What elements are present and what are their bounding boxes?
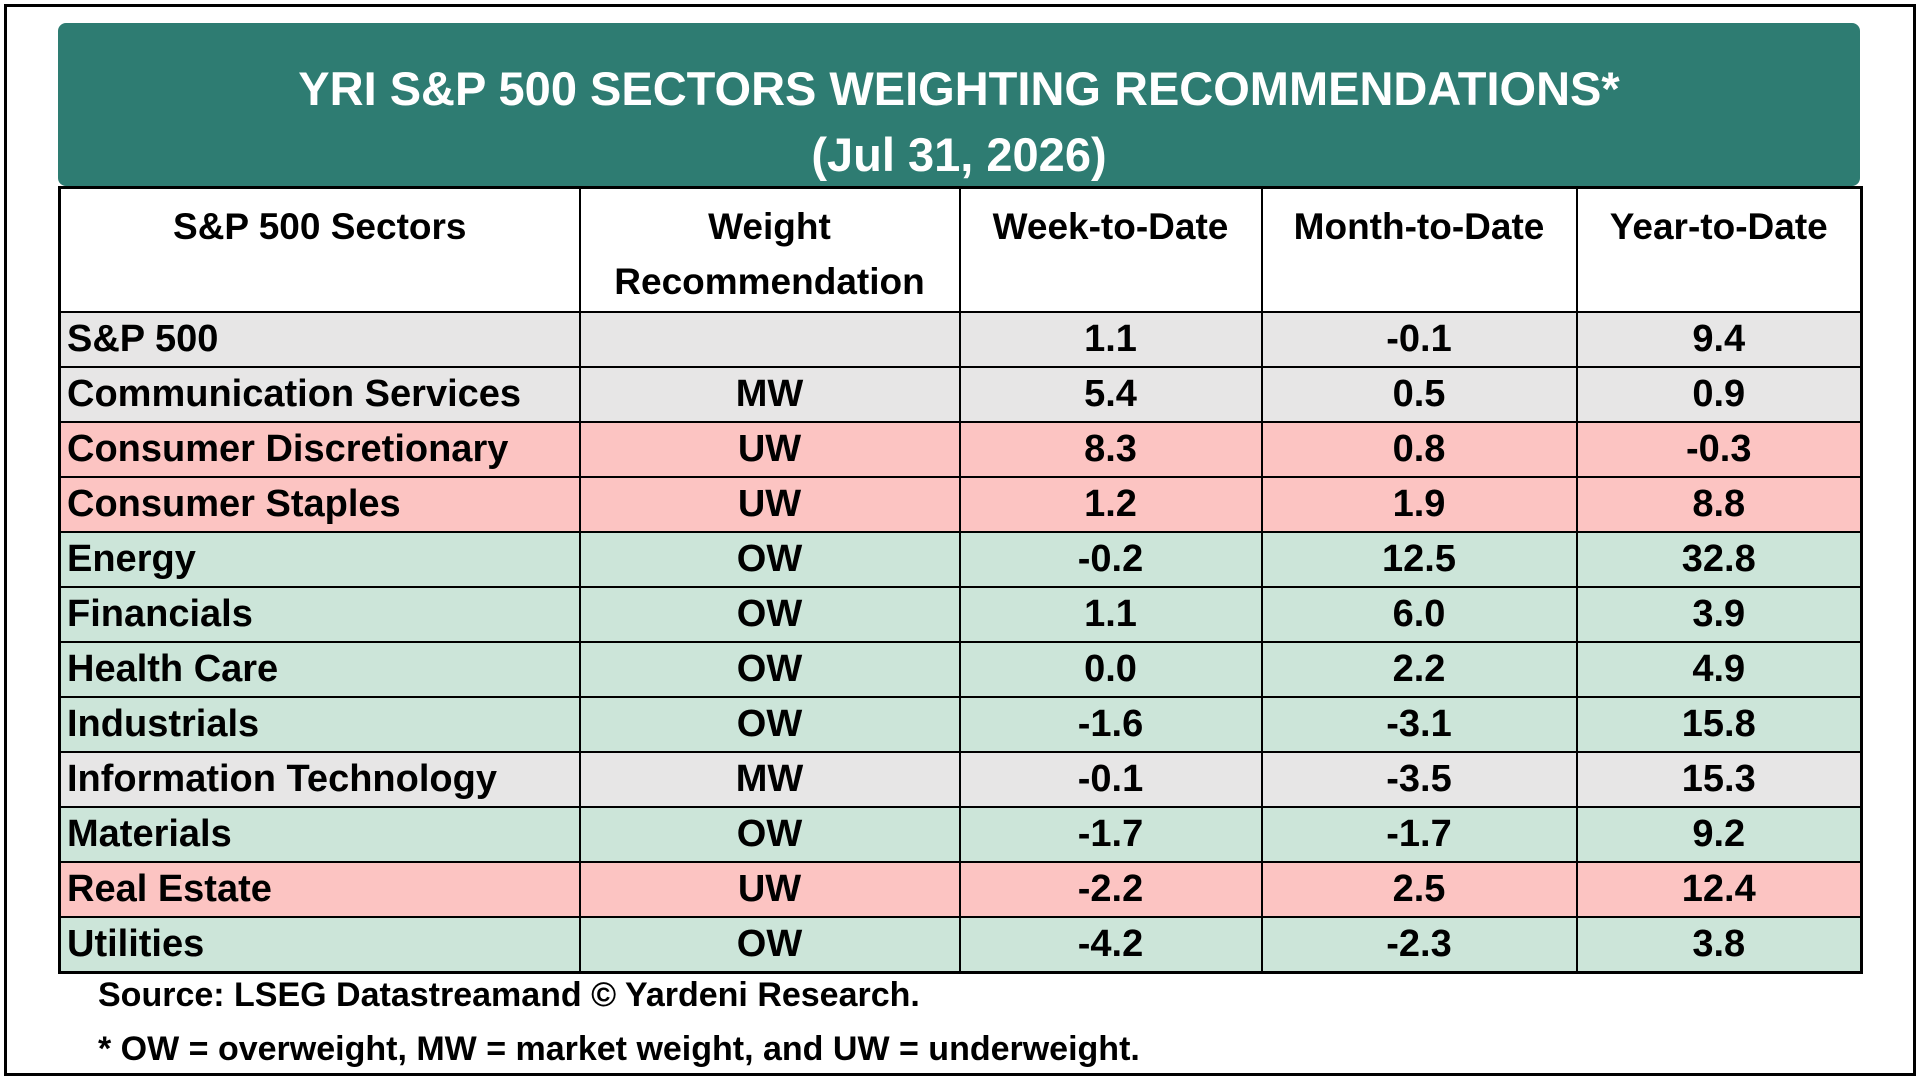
cell-recommendation: OW	[578, 806, 961, 863]
table-row: Materials OW -1.7 -1.7 9.2	[58, 806, 1863, 863]
table-row: Consumer Discretionary UW 8.3 0.8 -0.3	[58, 421, 1863, 478]
col-header-sector: S&P 500 Sectors	[58, 186, 581, 313]
table-row: S&P 500 1.1 -0.1 9.4	[58, 311, 1863, 368]
cell-recommendation: MW	[578, 366, 961, 423]
cell-year-to-date: 15.3	[1575, 751, 1863, 808]
cell-sector: Real Estate	[58, 861, 581, 918]
cell-year-to-date: 15.8	[1575, 696, 1863, 753]
table-row: Health Care OW 0.0 2.2 4.9	[58, 641, 1863, 698]
cell-recommendation	[578, 311, 961, 368]
cell-week-to-date: 0.0	[958, 641, 1263, 698]
cell-recommendation: OW	[578, 916, 961, 974]
cell-year-to-date: 9.2	[1575, 806, 1863, 863]
page-subtitle: (Jul 31, 2026)	[811, 128, 1107, 181]
cell-month-to-date: -3.5	[1260, 751, 1578, 808]
cell-month-to-date: 12.5	[1260, 531, 1578, 588]
cell-recommendation: OW	[578, 531, 961, 588]
col-header-mtd: Month-to-Date	[1260, 186, 1578, 313]
cell-sector: S&P 500	[58, 311, 581, 368]
cell-month-to-date: 1.9	[1260, 476, 1578, 533]
cell-month-to-date: 0.8	[1260, 421, 1578, 478]
col-header-recommendation: Weight Recommendation	[578, 186, 961, 313]
source-note: Source: LSEG Datastreamand © Yardeni Res…	[98, 976, 920, 1014]
cell-sector: Energy	[58, 531, 581, 588]
cell-week-to-date: 5.4	[958, 366, 1263, 423]
cell-year-to-date: 9.4	[1575, 311, 1863, 368]
cell-sector: Information Technology	[58, 751, 581, 808]
cell-year-to-date: 3.8	[1575, 916, 1863, 974]
col-header-wtd: Week-to-Date	[958, 186, 1263, 313]
cell-week-to-date: -4.2	[958, 916, 1263, 974]
cell-month-to-date: 6.0	[1260, 586, 1578, 643]
cell-week-to-date: 8.3	[958, 421, 1263, 478]
cell-recommendation: OW	[578, 696, 961, 753]
cell-week-to-date: -1.6	[958, 696, 1263, 753]
table-row: Consumer Staples UW 1.2 1.9 8.8	[58, 476, 1863, 533]
table-body: S&P 500 1.1 -0.1 9.4 Communication Services M…	[58, 311, 1863, 974]
cell-month-to-date: 0.5	[1260, 366, 1578, 423]
title-banner: YRI S&P 500 SECTORS WEIGHTING RECOMMENDA…	[58, 23, 1860, 186]
table-row: Real Estate UW -2.2 2.5 12.4	[58, 861, 1863, 918]
cell-year-to-date: -0.3	[1575, 421, 1863, 478]
cell-month-to-date: -0.1	[1260, 311, 1578, 368]
cell-recommendation: OW	[578, 586, 961, 643]
cell-month-to-date: 2.2	[1260, 641, 1578, 698]
cell-year-to-date: 32.8	[1575, 531, 1863, 588]
col-header-ytd: Year-to-Date	[1575, 186, 1863, 313]
cell-month-to-date: -1.7	[1260, 806, 1578, 863]
cell-month-to-date: -3.1	[1260, 696, 1578, 753]
cell-recommendation: UW	[578, 421, 961, 478]
cell-year-to-date: 4.9	[1575, 641, 1863, 698]
page-title: YRI S&P 500 SECTORS WEIGHTING RECOMMENDA…	[298, 62, 1620, 115]
footnote: * OW = overweight, MW = market weight, a…	[98, 1030, 1140, 1068]
cell-recommendation: UW	[578, 476, 961, 533]
cell-year-to-date: 8.8	[1575, 476, 1863, 533]
cell-sector: Communication Services	[58, 366, 581, 423]
cell-sector: Consumer Discretionary	[58, 421, 581, 478]
notes: Source: LSEG Datastreamand © Yardeni Res…	[98, 968, 1140, 1076]
cell-week-to-date: -1.7	[958, 806, 1263, 863]
cell-sector: Utilities	[58, 916, 581, 974]
cell-sector: Industrials	[58, 696, 581, 753]
cell-sector: Consumer Staples	[58, 476, 581, 533]
cell-week-to-date: 1.1	[958, 311, 1263, 368]
cell-recommendation: UW	[578, 861, 961, 918]
table-row: Communication Services MW 5.4 0.5 0.9	[58, 366, 1863, 423]
cell-month-to-date: -2.3	[1260, 916, 1578, 974]
table-row: Energy OW -0.2 12.5 32.8	[58, 531, 1863, 588]
cell-week-to-date: 1.2	[958, 476, 1263, 533]
cell-year-to-date: 12.4	[1575, 861, 1863, 918]
cell-month-to-date: 2.5	[1260, 861, 1578, 918]
cell-week-to-date: -0.1	[958, 751, 1263, 808]
cell-week-to-date: -2.2	[958, 861, 1263, 918]
table-row: Information Technology MW -0.1 -3.5 15.3	[58, 751, 1863, 808]
cell-week-to-date: -0.2	[958, 531, 1263, 588]
cell-recommendation: MW	[578, 751, 961, 808]
table-row: Utilities OW -4.2 -2.3 3.8	[58, 916, 1863, 974]
cell-sector: Materials	[58, 806, 581, 863]
cell-sector: Health Care	[58, 641, 581, 698]
cell-sector: Financials	[58, 586, 581, 643]
cell-week-to-date: 1.1	[958, 586, 1263, 643]
sector-table: S&P 500 Sectors Weight Recommendation We…	[58, 186, 1863, 974]
table-header-row: S&P 500 Sectors Weight Recommendation We…	[58, 186, 1863, 313]
cell-year-to-date: 0.9	[1575, 366, 1863, 423]
cell-year-to-date: 3.9	[1575, 586, 1863, 643]
cell-recommendation: OW	[578, 641, 961, 698]
table-row: Industrials OW -1.6 -3.1 15.8	[58, 696, 1863, 753]
table-row: Financials OW 1.1 6.0 3.9	[58, 586, 1863, 643]
